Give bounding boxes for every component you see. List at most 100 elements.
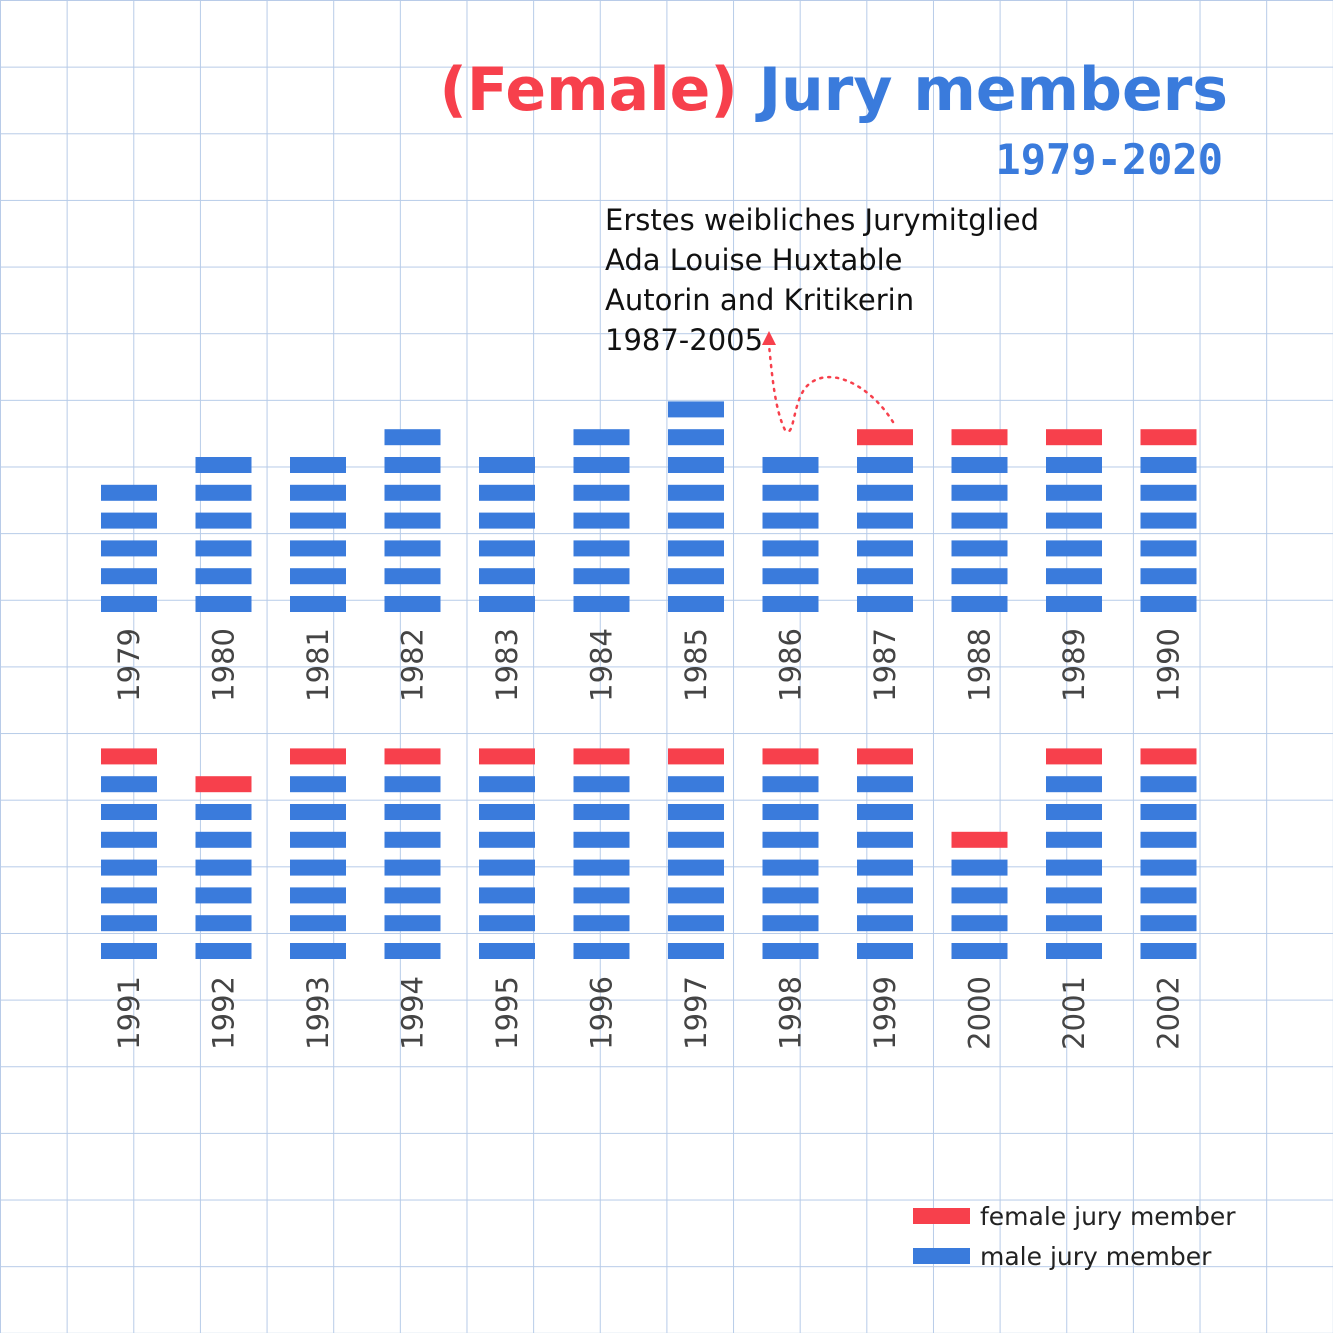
male-member-bar-1989 (1046, 512, 1102, 529)
male-member-bar-1998 (762, 804, 819, 820)
male-member-bar-1993 (290, 831, 346, 848)
male-member-bar-1994 (384, 887, 441, 904)
male-member-bar-1979 (101, 512, 157, 529)
legend-label-male: male jury member (980, 1241, 1212, 1271)
female-member-bar-1989 (1046, 429, 1102, 446)
male-member-bar-1982 (384, 540, 441, 557)
male-member-bar-1988 (951, 568, 1008, 585)
male-member-bar-1991 (101, 943, 157, 959)
male-member-bar-1989 (1046, 484, 1102, 501)
legend: female jury member male jury member (913, 1196, 1236, 1276)
female-member-bar-1995 (479, 748, 535, 765)
male-member-bar-1994 (384, 804, 441, 820)
male-member-bar-1984 (573, 457, 630, 473)
legend-swatch-male (913, 1248, 970, 1264)
female-member-bar-1998 (762, 748, 819, 765)
male-member-bar-1979 (101, 540, 157, 557)
male-member-bar-1983 (479, 457, 535, 473)
legend-item-female: female jury member (913, 1196, 1236, 1236)
female-member-bar-1990 (1140, 429, 1197, 446)
male-member-bar-1981 (290, 512, 346, 529)
male-member-bar-1988 (951, 457, 1008, 473)
male-member-bar-1996 (573, 915, 630, 932)
female-member-bar-1987 (857, 429, 913, 446)
male-member-bar-1985 (668, 596, 724, 612)
male-member-bar-1996 (573, 887, 630, 904)
female-member-bar-1991 (101, 748, 157, 765)
year-label-1989: 1989 (1057, 628, 1091, 702)
year-label-2002: 2002 (1152, 976, 1186, 1050)
male-member-bar-1988 (951, 484, 1008, 501)
male-member-bar-1990 (1140, 540, 1197, 557)
male-member-bar-1984 (573, 429, 630, 446)
male-member-bar-1990 (1140, 457, 1197, 473)
male-member-bar-1983 (479, 568, 535, 585)
male-member-bar-1982 (384, 484, 441, 501)
male-member-bar-1989 (1046, 457, 1102, 473)
male-member-bar-1999 (857, 776, 913, 793)
male-member-bar-1995 (479, 859, 535, 876)
male-member-bar-1991 (101, 859, 157, 876)
male-member-bar-2001 (1046, 887, 1102, 904)
male-member-bar-1997 (668, 831, 724, 848)
male-member-bar-1990 (1140, 484, 1197, 501)
male-member-bar-1998 (762, 859, 819, 876)
male-member-bar-1992 (195, 859, 252, 876)
male-member-bar-1980 (195, 457, 252, 473)
male-member-bar-2001 (1046, 804, 1102, 820)
male-member-bar-1980 (195, 596, 252, 612)
male-member-bar-1982 (384, 457, 441, 473)
male-member-bar-2001 (1046, 943, 1102, 959)
male-member-bar-1995 (479, 831, 535, 848)
male-member-bar-1995 (479, 943, 535, 959)
male-member-bar-1983 (479, 512, 535, 529)
male-member-bar-1984 (573, 540, 630, 557)
male-member-bar-1999 (857, 943, 913, 959)
year-label-1993: 1993 (301, 976, 335, 1050)
male-member-bar-1997 (668, 804, 724, 820)
male-member-bar-1993 (290, 915, 346, 932)
male-member-bar-1987 (857, 512, 913, 529)
annotation-line-4: 1987-2005 (605, 323, 764, 357)
year-label-1979: 1979 (112, 628, 146, 702)
male-member-bar-2002 (1140, 943, 1197, 959)
year-label-1983: 1983 (490, 628, 524, 702)
male-member-bar-1995 (479, 776, 535, 793)
male-member-bar-1991 (101, 776, 157, 793)
male-member-bar-1995 (479, 887, 535, 904)
year-label-1994: 1994 (396, 976, 430, 1050)
male-member-bar-1996 (573, 859, 630, 876)
male-member-bar-1992 (195, 887, 252, 904)
male-member-bar-1992 (195, 915, 252, 932)
male-member-bar-1980 (195, 512, 252, 529)
year-label-1981: 1981 (301, 628, 335, 702)
male-member-bar-1991 (101, 887, 157, 904)
male-member-bar-1999 (857, 831, 913, 848)
female-member-bar-1992 (195, 776, 252, 793)
male-member-bar-1996 (573, 943, 630, 959)
annotation-arrowhead (762, 331, 776, 345)
male-member-bar-1984 (573, 596, 630, 612)
year-label-1992: 1992 (207, 976, 241, 1050)
male-member-bar-2002 (1140, 887, 1197, 904)
male-member-bar-1988 (951, 596, 1008, 612)
male-member-bar-2001 (1046, 831, 1102, 848)
annotation-line-3: Autorin and Kritikerin (605, 283, 915, 317)
male-member-bar-1999 (857, 887, 913, 904)
male-member-bar-1993 (290, 943, 346, 959)
male-member-bar-1987 (857, 568, 913, 585)
male-member-bar-1993 (290, 804, 346, 820)
male-member-bar-1982 (384, 596, 441, 612)
male-member-bar-1984 (573, 568, 630, 585)
male-member-bar-1990 (1140, 596, 1197, 612)
male-member-bar-1994 (384, 915, 441, 932)
male-member-bar-1986 (762, 457, 819, 473)
male-member-bar-1988 (951, 512, 1008, 529)
male-member-bar-1997 (668, 943, 724, 959)
male-member-bar-1998 (762, 887, 819, 904)
male-member-bar-1985 (668, 512, 724, 529)
male-member-bar-2000 (951, 915, 1008, 932)
annotation-first-female: Erstes weibliches Jurymitglied Ada Louis… (605, 200, 1039, 360)
male-member-bar-1993 (290, 776, 346, 793)
male-member-bar-1982 (384, 512, 441, 529)
